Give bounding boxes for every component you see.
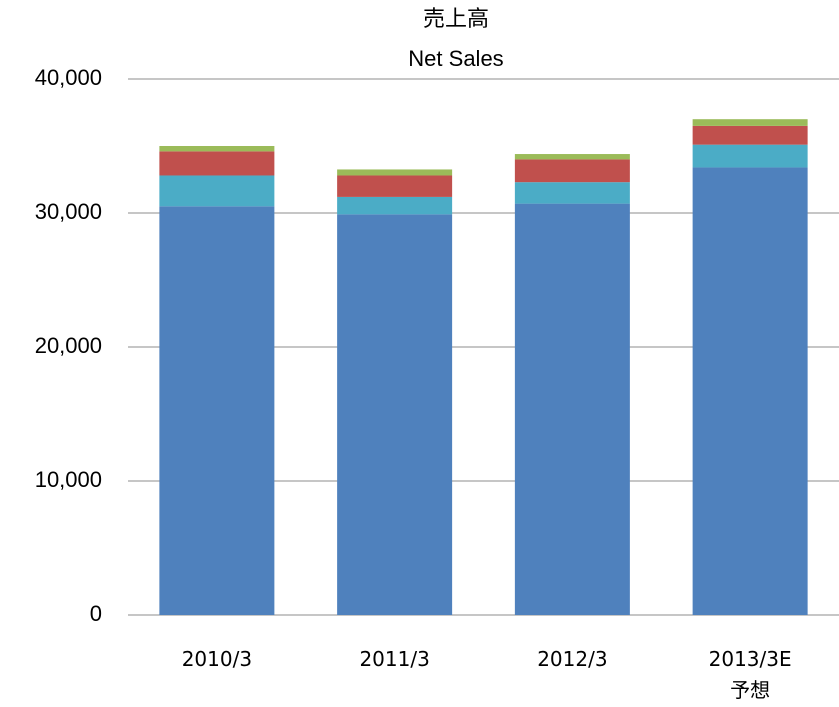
bar-segment <box>514 182 630 204</box>
bar-segment <box>692 144 808 168</box>
bar-segment <box>337 169 453 176</box>
bar-segment <box>514 159 630 183</box>
bar-segment <box>514 203 630 615</box>
x-tick-label: 2010/3 <box>181 647 253 671</box>
y-tick-label: 10,000 <box>35 467 102 492</box>
bar-segment <box>159 175 275 207</box>
y-tick-label: 20,000 <box>35 333 102 358</box>
bar-segment <box>692 119 808 126</box>
chart-title: 売上高 <box>423 6 489 31</box>
bar-segment <box>337 196 453 215</box>
bar-segment <box>514 154 630 160</box>
x-tick-label: 2011/3 <box>359 647 430 671</box>
chart-subtitle: Net Sales <box>408 46 503 71</box>
x-tick-label: 2013/3E 予想 <box>708 647 792 702</box>
bar-segment <box>159 151 275 176</box>
y-tick-label: 0 <box>90 601 102 626</box>
bar-segment <box>692 125 808 145</box>
bar-segment <box>159 206 275 616</box>
y-tick-label: 40,000 <box>35 65 102 90</box>
y-tick-label: 30,000 <box>35 199 102 224</box>
x-tick-label: 2012/3 <box>537 647 608 671</box>
bar-segment <box>337 175 453 197</box>
bar-segment <box>337 214 453 615</box>
bar-segment <box>159 146 275 152</box>
bar-segment <box>692 167 808 615</box>
